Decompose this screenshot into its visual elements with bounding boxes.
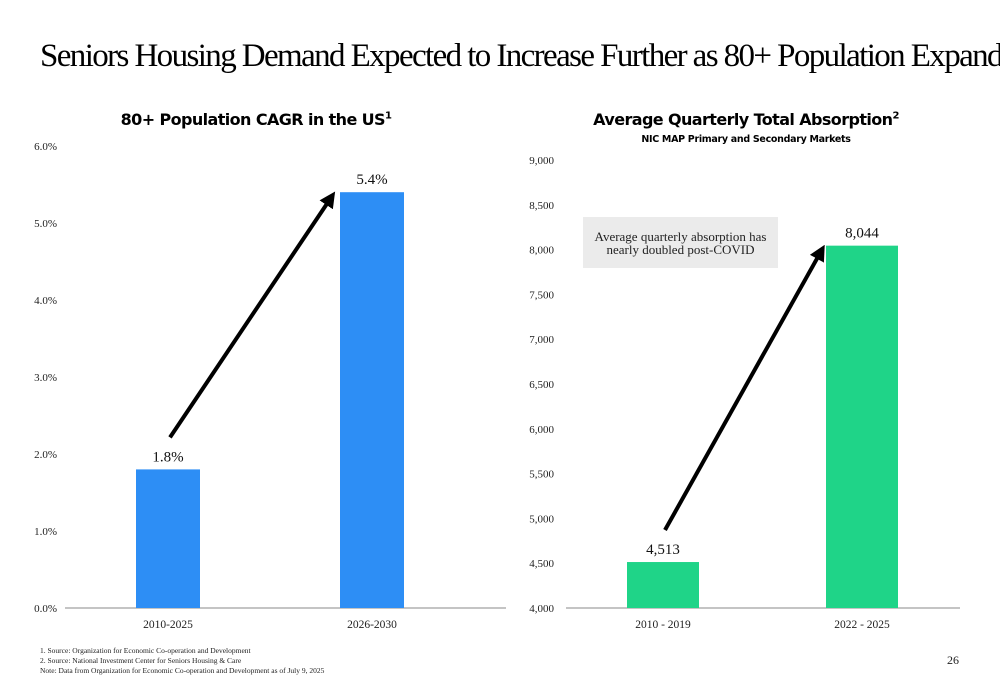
right-y-tick-label: 7,500 — [529, 289, 554, 301]
right-y-tick-label: 4,000 — [529, 603, 554, 615]
left-y-tick-label: 1.0% — [34, 526, 57, 538]
left-y-tick-label: 0.0% — [34, 603, 57, 615]
left-bar-2 — [340, 192, 404, 608]
right-x-category-label: 2010 - 2019 — [635, 619, 691, 631]
footnotes: 1. Source: Organization for Economic Co-… — [40, 646, 324, 676]
page-number: 26 — [947, 653, 959, 667]
left-bar-1 — [136, 469, 200, 608]
right-chart-title-text: Average Quarterly Total Absorption — [593, 110, 893, 129]
footnote-note: Note: Data from Organization for Economi… — [40, 666, 325, 675]
right-y-tick-label: 5,000 — [529, 513, 554, 525]
left-chart-title-footnote-mark: 1 — [384, 110, 392, 122]
left-bar-chart: 0.0% 1.0% 2.0% 3.0% 4.0% 5.0% 6.0% 1.8% 2010-202… — [34, 141, 506, 631]
right-chart-subtitle: NIC MAP Primary and Secondary Markets — [641, 134, 851, 145]
right-chart-title-footnote-mark: 2 — [892, 110, 899, 122]
footnote-2: 2. Source: National Investment Center fo… — [40, 656, 242, 665]
right-bar-1-value-label: 4,513 — [646, 542, 680, 558]
right-bar-1 — [627, 562, 699, 608]
annotation-line-2: nearly doubled post-COVID — [606, 241, 755, 257]
left-x-category-label: 2026-2030 — [347, 619, 397, 631]
left-trend-arrow — [168, 191, 336, 439]
right-chart-title: Average Quarterly Total Absorption2 — [560, 110, 932, 129]
right-y-tick-label: 9,000 — [529, 155, 554, 167]
right-bar-2 — [826, 245, 898, 608]
left-x-category-label: 2010-2025 — [143, 619, 193, 631]
footnote-1: 1. Source: Organization for Economic Co-… — [40, 646, 251, 655]
right-x-category-label: 2022 - 2025 — [834, 619, 890, 631]
left-chart-title: 80+ Population CAGR in the US1 — [70, 110, 442, 129]
right-y-tick-label: 7,000 — [529, 334, 554, 346]
left-bar-1-value-label: 1.8% — [152, 449, 183, 465]
absorption-annotation-box: Average quarterly absorption has nearly … — [583, 217, 778, 268]
left-bar-2-value-label: 5.4% — [356, 172, 387, 188]
left-y-tick-label: 2.0% — [34, 449, 57, 461]
left-chart-title-text: 80+ Population CAGR in the US — [120, 110, 386, 129]
left-y-tick-label: 5.0% — [34, 218, 57, 230]
left-y-tick-label: 4.0% — [34, 295, 57, 307]
right-trend-arrow — [663, 244, 825, 532]
right-y-tick-label: 8,500 — [529, 200, 554, 212]
right-y-tick-label: 6,000 — [529, 424, 554, 436]
right-y-tick-label: 4,500 — [529, 558, 554, 570]
left-y-tick-label: 3.0% — [34, 372, 57, 384]
right-bar-2-value-label: 8,044 — [845, 226, 879, 242]
right-y-tick-label: 8,000 — [529, 245, 554, 257]
annotation-text: Average quarterly absorption has nearly … — [595, 230, 767, 256]
annotation-line-1: Average quarterly absorption has — [594, 228, 767, 244]
right-bar-chart: 4,000 4,500 5,000 5,500 6,000 6,500 7,000 7,500… — [529, 155, 960, 631]
left-y-tick-label: 6.0% — [34, 141, 57, 153]
right-y-tick-label: 5,500 — [529, 469, 554, 481]
slide-title: Seniors Housing Demand Expected to Incre… — [40, 38, 1000, 74]
right-y-tick-label: 6,500 — [529, 379, 554, 391]
